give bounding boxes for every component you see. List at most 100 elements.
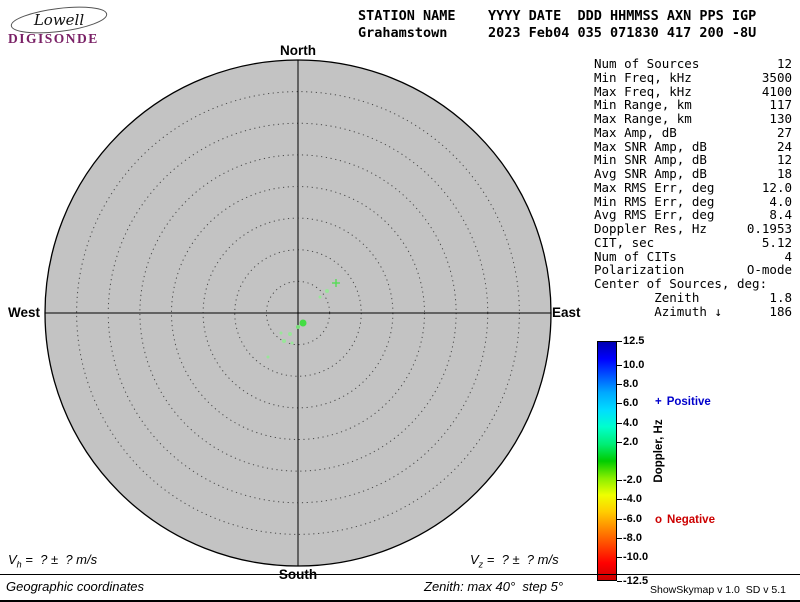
colorbar-tick-label: -2.0 [617, 474, 642, 487]
compass-east-label: East [552, 305, 581, 320]
stat-value: 4 [784, 248, 792, 264]
stat-label: Avg SNR Amp, dB [594, 166, 707, 181]
coordinates-note: Geographic coordinates [6, 579, 145, 594]
stats-panel: Num of Sources 12 Min Freq, kHz 3500 Max Fre… [594, 57, 792, 318]
compass-north-label: North [280, 43, 316, 58]
stat-value: 24 [776, 138, 792, 154]
stat-row: Center of Sources, deg: [594, 277, 792, 291]
source-point [282, 339, 286, 343]
stat-value: 18 [776, 166, 792, 181]
negative-legend-label: Negative [667, 514, 715, 526]
stat-label: Avg RMS Err, deg [594, 207, 715, 223]
vh-symbol: V [8, 552, 17, 567]
stat-label: Min Range, km [594, 97, 692, 113]
stat-value: 4.0 [769, 193, 792, 209]
colorbar-tick-label: 4.0 [616, 416, 639, 429]
colorbar-tick-label: 2.0 [616, 435, 639, 448]
stat-value: 3500 [761, 69, 792, 85]
source-point [296, 325, 300, 329]
stat-label: Min RMS Err, deg [594, 193, 715, 209]
source-point [299, 319, 307, 327]
stat-row: Min Range, km 117 [594, 98, 792, 112]
vh-subscript: h [16, 559, 22, 570]
stat-value: 12.0 [761, 179, 792, 195]
doppler-colorbar: 12.5 10.0 8.0 6.0 4.0 2.0 -2.0 -4.0 -6.0 -8.0 -10.… [597, 335, 797, 587]
stat-value: 5.12 [761, 234, 792, 250]
zenith-scale-note: Zenith: max 40° step 5° [424, 579, 564, 594]
footer-divider [0, 574, 800, 575]
stat-label: Center of Sources, deg: [594, 276, 768, 291]
stat-value: 27 [776, 124, 792, 140]
stat-row: Avg RMS Err, deg 8.4 [594, 208, 792, 222]
stat-row: Zenith 1.8 [594, 289, 792, 305]
stat-value: 4100 [761, 83, 792, 99]
source-point [318, 295, 322, 299]
stat-row: Max Amp, dB 27 [594, 124, 792, 140]
stat-label: Polarization [594, 262, 685, 278]
stat-row: Avg SNR Amp, dB 18 [594, 167, 792, 181]
station-header-values: Grahamstown 2023 Feb04 035 071830 417 20… [358, 25, 757, 41]
stat-label: Doppler Res, Hz [594, 221, 707, 236]
stat-value: 12 [776, 152, 792, 168]
stat-row: Max SNR Amp, dB 24 [594, 138, 792, 154]
stat-row: Min Freq, kHz 3500 [594, 69, 792, 85]
positive-legend: + Positive [655, 396, 711, 408]
stat-label: Max Amp, dB [594, 124, 677, 140]
stat-row: CIT, sec 5.12 [594, 234, 792, 250]
vz-symbol: V [470, 552, 479, 567]
stat-label: Max Range, km [594, 111, 692, 126]
lowell-logo-graphic: Lowell [10, 6, 108, 34]
stat-value: 1.8 [769, 289, 792, 305]
stat-label: Max RMS Err, deg [594, 179, 715, 195]
colorbar-tick-label: -4.0 [617, 493, 642, 506]
colorbar-tick-label: -8.0 [617, 531, 642, 544]
stat-value: 186 [769, 303, 792, 319]
stat-row: Max RMS Err, deg 12.0 [594, 179, 792, 195]
negative-legend: o Negative [655, 514, 715, 526]
source-point [325, 289, 329, 293]
stat-label: CIT, sec [594, 234, 655, 250]
colorbar-gradient [597, 341, 617, 581]
stat-row: Max Range, km 130 [594, 112, 792, 126]
stat-value: 12 [776, 56, 792, 71]
stat-row: Min SNR Amp, dB 12 [594, 153, 792, 167]
source-point [279, 331, 283, 335]
stat-label: Azimuth ↓ [594, 303, 722, 319]
circle-marker-icon: o [655, 514, 663, 526]
stat-label: Zenith [594, 289, 700, 305]
version-text: ShowSkymap v 1.0 SD v 5.1 [650, 584, 786, 596]
colorbar-tick-label: -10.0 [616, 551, 649, 563]
plus-marker-icon: + [655, 396, 662, 408]
vz-value: = ? ± ? m/s [483, 552, 559, 567]
stat-label: Max Freq, kHz [594, 83, 692, 99]
colorbar-tick-label: -12.5 [616, 575, 649, 587]
logo-digisonde: DIGISONDE [8, 31, 99, 46]
stat-row: Max Freq, kHz 4100 [594, 83, 792, 99]
logo-swoosh-icon [10, 6, 108, 34]
stat-value: 130 [769, 111, 792, 126]
stat-row: Min RMS Err, deg 4.0 [594, 193, 792, 209]
stat-row: Num of Sources 12 [594, 57, 792, 71]
horizontal-velocity-readout: Vh = ? ± ? m/s [8, 552, 97, 570]
colorbar-tick-label: 8.0 [616, 378, 639, 391]
colorbar-axis-label: Doppler, Hz [653, 419, 665, 483]
vertical-velocity-readout: Vz = ? ± ? m/s [470, 552, 559, 570]
stat-label: Min Freq, kHz [594, 69, 692, 85]
colorbar-tick-label: -6.0 [617, 512, 642, 525]
source-point [266, 355, 270, 359]
source-point [290, 341, 294, 345]
vh-value: = ? ± ? m/s [21, 552, 98, 567]
stat-row: Azimuth ↓ 186 [594, 303, 792, 319]
stat-value: O-mode [746, 262, 792, 278]
source-point [288, 332, 292, 336]
stat-label: Num of CITs [594, 248, 677, 264]
colorbar-tick-label: 12.5 [616, 335, 645, 347]
lowell-digisonde-logo: Lowell DIGISONDE [4, 4, 119, 47]
stat-row: Doppler Res, Hz 0.1953 [594, 222, 792, 236]
stat-value: 0.1953 [746, 221, 792, 236]
stat-label: Num of Sources [594, 56, 700, 71]
stat-label: Min SNR Amp, dB [594, 152, 707, 168]
stat-label: Max SNR Amp, dB [594, 138, 707, 154]
colorbar-ticks: 12.5 10.0 8.0 6.0 4.0 2.0 -2.0 -4.0 -6.0 -8.0 -10.… [597, 335, 657, 587]
